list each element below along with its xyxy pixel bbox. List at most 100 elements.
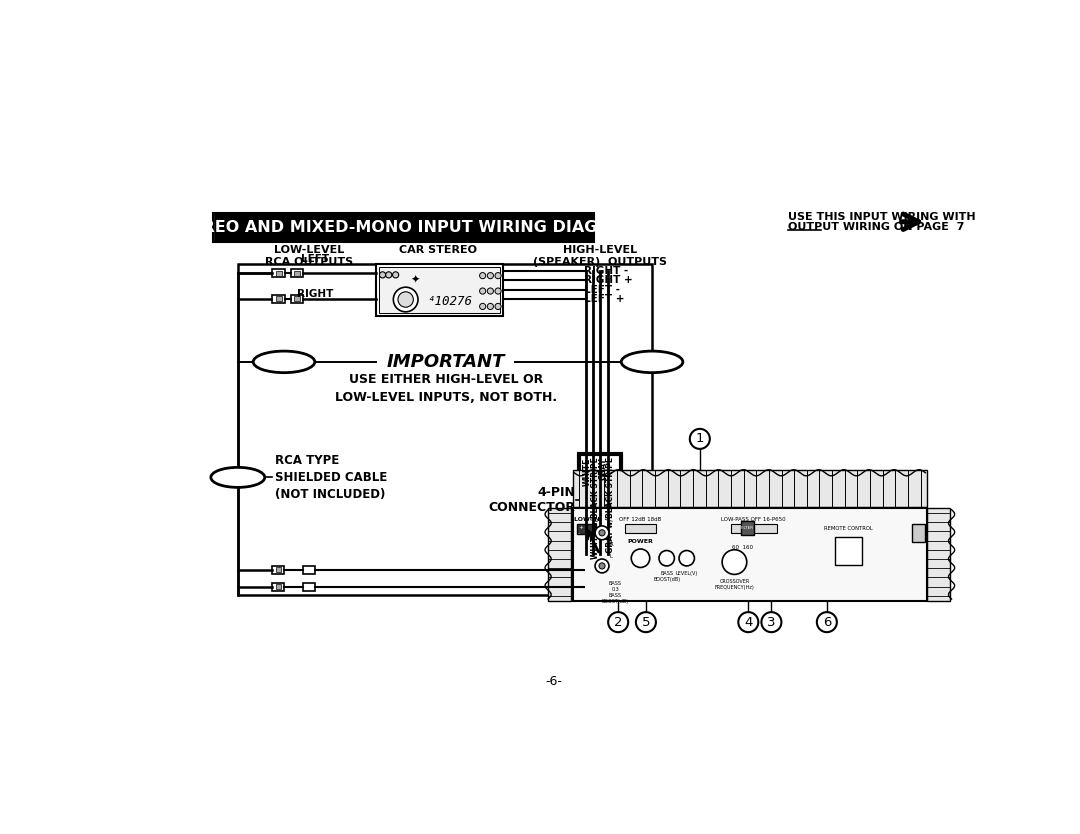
FancyBboxPatch shape: [275, 585, 281, 589]
FancyBboxPatch shape: [549, 508, 571, 600]
Circle shape: [816, 612, 837, 632]
Text: RIGHT +: RIGHT +: [584, 275, 633, 285]
Circle shape: [393, 287, 418, 312]
FancyBboxPatch shape: [927, 508, 950, 600]
FancyBboxPatch shape: [741, 521, 755, 535]
Circle shape: [599, 530, 605, 536]
Text: 4-PIN
CONNECTOR: 4-PIN CONNECTOR: [488, 486, 575, 515]
Circle shape: [480, 304, 486, 309]
Circle shape: [397, 292, 414, 307]
Circle shape: [495, 273, 501, 279]
Circle shape: [632, 549, 650, 567]
Text: LOW IN: LOW IN: [573, 517, 599, 522]
Text: 2: 2: [613, 615, 622, 629]
Text: LEVEL(V): LEVEL(V): [676, 571, 698, 576]
Text: R

L: R L: [609, 542, 613, 559]
Text: USE THIS INPUT WIRING WITH: USE THIS INPUT WIRING WITH: [788, 212, 976, 222]
Circle shape: [480, 288, 486, 294]
FancyBboxPatch shape: [272, 583, 284, 590]
FancyBboxPatch shape: [294, 296, 300, 301]
FancyBboxPatch shape: [275, 296, 282, 301]
Circle shape: [495, 288, 501, 294]
Ellipse shape: [621, 351, 683, 373]
Circle shape: [679, 550, 694, 566]
Text: 1: 1: [696, 432, 704, 445]
Circle shape: [595, 559, 609, 573]
FancyBboxPatch shape: [379, 267, 500, 314]
Text: 4: 4: [744, 615, 753, 629]
Circle shape: [487, 288, 494, 294]
Circle shape: [659, 550, 674, 566]
Text: LEFT -: LEFT -: [584, 284, 620, 294]
FancyBboxPatch shape: [625, 524, 656, 533]
Circle shape: [487, 304, 494, 309]
Text: BASS
0.3
BASS
BOOST(dB): BASS 0.3 BASS BOOST(dB): [602, 581, 629, 604]
Text: RIGHT -: RIGHT -: [584, 266, 629, 276]
Text: RCA TYPE
SHIELDED CABLE
(NOT INCLUDED): RCA TYPE SHIELDED CABLE (NOT INCLUDED): [274, 454, 387, 501]
Circle shape: [599, 563, 605, 569]
Text: ✦: ✦: [410, 274, 420, 284]
Circle shape: [386, 272, 392, 278]
Text: LOW-LEVEL
RCA OUTPUTS: LOW-LEVEL RCA OUTPUTS: [265, 245, 353, 267]
Text: OUTPUT WIRING ON PAGE  7: OUTPUT WIRING ON PAGE 7: [788, 222, 964, 232]
Text: ⁴10276: ⁴10276: [427, 294, 472, 308]
Circle shape: [608, 612, 629, 632]
Text: FILTER: FILTER: [741, 526, 754, 530]
Text: 6: 6: [823, 615, 831, 629]
Circle shape: [761, 612, 782, 632]
FancyBboxPatch shape: [272, 269, 285, 277]
Ellipse shape: [211, 467, 265, 487]
Text: BASS
BOOST(dB): BASS BOOST(dB): [653, 571, 680, 582]
FancyBboxPatch shape: [578, 524, 596, 535]
Text: STEREO AND MIXED-MONO INPUT WIRING DIAGRAM: STEREO AND MIXED-MONO INPUT WIRING DIAGR…: [168, 219, 638, 234]
FancyBboxPatch shape: [572, 508, 927, 600]
FancyBboxPatch shape: [272, 295, 285, 303]
FancyBboxPatch shape: [303, 566, 314, 574]
FancyBboxPatch shape: [215, 214, 592, 240]
FancyBboxPatch shape: [291, 269, 303, 277]
Text: LEFT +: LEFT +: [584, 294, 625, 304]
Circle shape: [379, 272, 386, 278]
Text: LOW-PASS OFF 16-P650: LOW-PASS OFF 16-P650: [721, 517, 786, 522]
Text: WHITE w/BLACK STRIPE: WHITE w/BLACK STRIPE: [591, 457, 599, 560]
FancyBboxPatch shape: [835, 537, 862, 565]
Text: USE EITHER HIGH-LEVEL OR
LOW-LEVEL INPUTS, NOT BOTH.: USE EITHER HIGH-LEVEL OR LOW-LEVEL INPUT…: [335, 373, 557, 404]
Circle shape: [636, 612, 656, 632]
Text: RIGHT: RIGHT: [297, 289, 333, 299]
FancyBboxPatch shape: [303, 583, 314, 590]
Circle shape: [595, 526, 609, 540]
Circle shape: [480, 273, 486, 279]
FancyBboxPatch shape: [272, 566, 284, 574]
FancyBboxPatch shape: [291, 295, 303, 303]
FancyBboxPatch shape: [572, 470, 927, 506]
Text: OFF 12dB 18dB: OFF 12dB 18dB: [620, 517, 662, 522]
FancyBboxPatch shape: [579, 455, 621, 555]
Circle shape: [739, 612, 758, 632]
Text: GRAY w/BLACK STRIPE: GRAY w/BLACK STRIPE: [606, 457, 615, 554]
Text: POWER: POWER: [627, 539, 653, 544]
Text: CAR STEREO: CAR STEREO: [399, 245, 477, 255]
Text: HIGH-LEVEL
(SPEAKER)  OUTPUTS: HIGH-LEVEL (SPEAKER) OUTPUTS: [532, 245, 666, 267]
Text: CROSSOVER
FREQUENCY(Hz): CROSSOVER FREQUENCY(Hz): [715, 579, 754, 590]
Circle shape: [723, 550, 746, 575]
FancyBboxPatch shape: [730, 524, 777, 533]
FancyBboxPatch shape: [275, 567, 281, 572]
FancyBboxPatch shape: [912, 524, 926, 542]
Ellipse shape: [253, 351, 314, 373]
Text: 3: 3: [767, 615, 775, 629]
Text: +
-: + -: [578, 525, 583, 536]
FancyBboxPatch shape: [294, 271, 300, 276]
FancyBboxPatch shape: [377, 264, 503, 316]
Text: 60  160: 60 160: [731, 545, 753, 550]
Text: REMOTE CONTROL: REMOTE CONTROL: [824, 526, 873, 531]
FancyBboxPatch shape: [275, 271, 282, 276]
Text: GRAY: GRAY: [598, 457, 607, 480]
Circle shape: [690, 429, 710, 449]
Circle shape: [487, 273, 494, 279]
Text: IMPORTANT: IMPORTANT: [387, 353, 504, 371]
Text: -6-: -6-: [545, 675, 562, 688]
Text: 5: 5: [642, 615, 650, 629]
Circle shape: [495, 304, 501, 309]
Circle shape: [392, 272, 399, 278]
Text: WHITE: WHITE: [583, 457, 592, 485]
